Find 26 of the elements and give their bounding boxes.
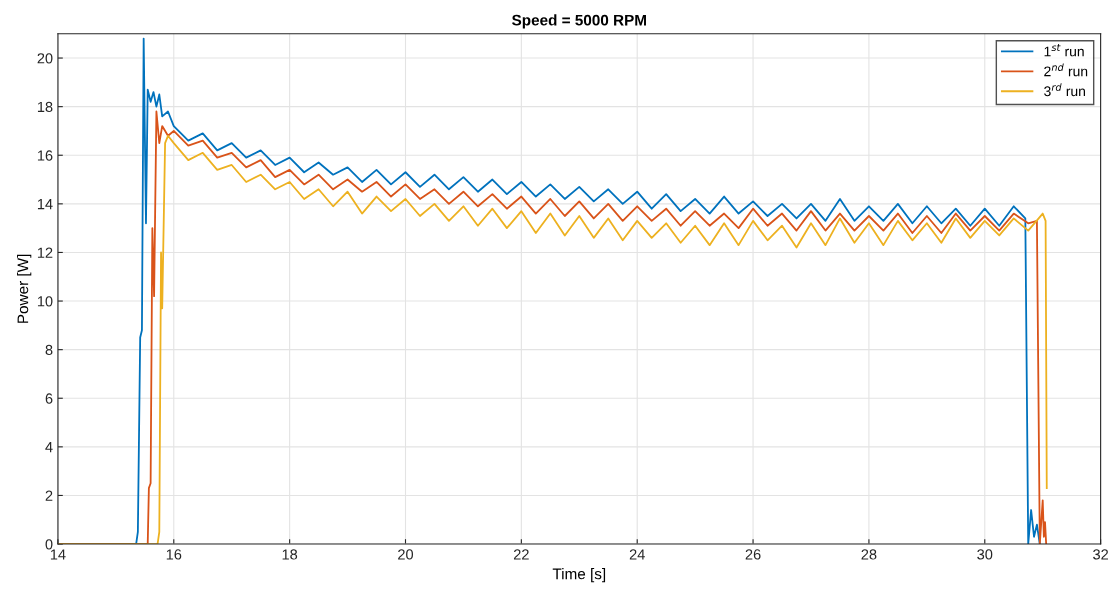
y-tick-label: 4	[45, 442, 53, 453]
legend-label: 2$^{nd}$ run	[1044, 63, 1088, 77]
x-tick-label: 18	[282, 549, 298, 560]
x-tick-label: 16	[166, 549, 182, 560]
x-tick-label: 24	[629, 549, 645, 560]
y-tick-label: 20	[37, 53, 53, 64]
x-tick-label: 20	[398, 549, 414, 560]
x-tick-label: 28	[861, 549, 877, 560]
y-tick-label: 10	[37, 296, 53, 307]
y-tick-label: 8	[45, 344, 53, 356]
x-tick-label: 26	[745, 549, 761, 560]
y-tick-label: 16	[37, 150, 53, 161]
x-tick-label: 32	[1093, 549, 1109, 560]
x-tick-label: 30	[977, 549, 993, 560]
y-tick-label: 14	[37, 199, 53, 210]
y-tick-label: 12	[37, 247, 53, 258]
y-tick-label: 18	[37, 101, 53, 113]
y-axis-title: Power [W]	[17, 254, 32, 323]
y-tick-label: 6	[45, 393, 53, 404]
chart-title: Speed = 5000 RPM	[512, 14, 646, 29]
y-tick-label: 0	[45, 539, 53, 550]
y-tick-label: 2	[45, 490, 53, 501]
legend-label: 3$^{rd}$ run	[1044, 83, 1085, 97]
legend-label: 1$^{st}$ run	[1044, 44, 1084, 57]
x-tick-label: 22	[513, 549, 529, 560]
x-axis-title: Time [s]	[552, 568, 606, 583]
